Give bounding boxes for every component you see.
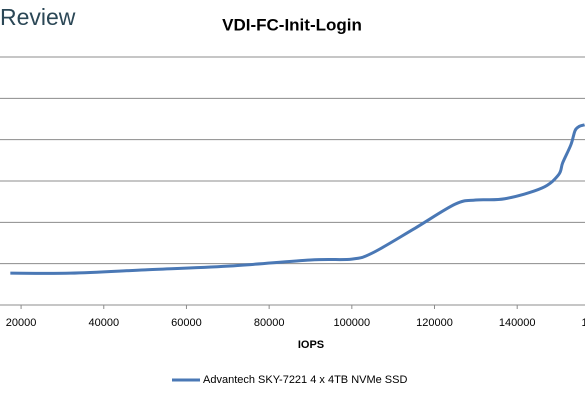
x-tick-label: 100000 bbox=[333, 317, 370, 329]
x-tick-label: 80000 bbox=[254, 317, 285, 329]
x-tick-label: 140000 bbox=[499, 317, 536, 329]
x-tick-label: 60000 bbox=[171, 317, 202, 329]
x-tick-label: 160000 bbox=[582, 317, 585, 329]
x-axis-label: IOPS bbox=[298, 339, 324, 351]
line-series bbox=[10, 123, 585, 275]
logo: Review bbox=[0, 4, 76, 30]
x-tick-label: 120000 bbox=[416, 317, 453, 329]
legend-label: Advantech SKY-7221 4 x 4TB NVMe SSD bbox=[203, 374, 407, 386]
chart-title: VDI-FC-Init-Login bbox=[222, 15, 362, 34]
x-tick-label: 40000 bbox=[88, 317, 119, 329]
x-tick-label: 20000 bbox=[6, 317, 37, 329]
